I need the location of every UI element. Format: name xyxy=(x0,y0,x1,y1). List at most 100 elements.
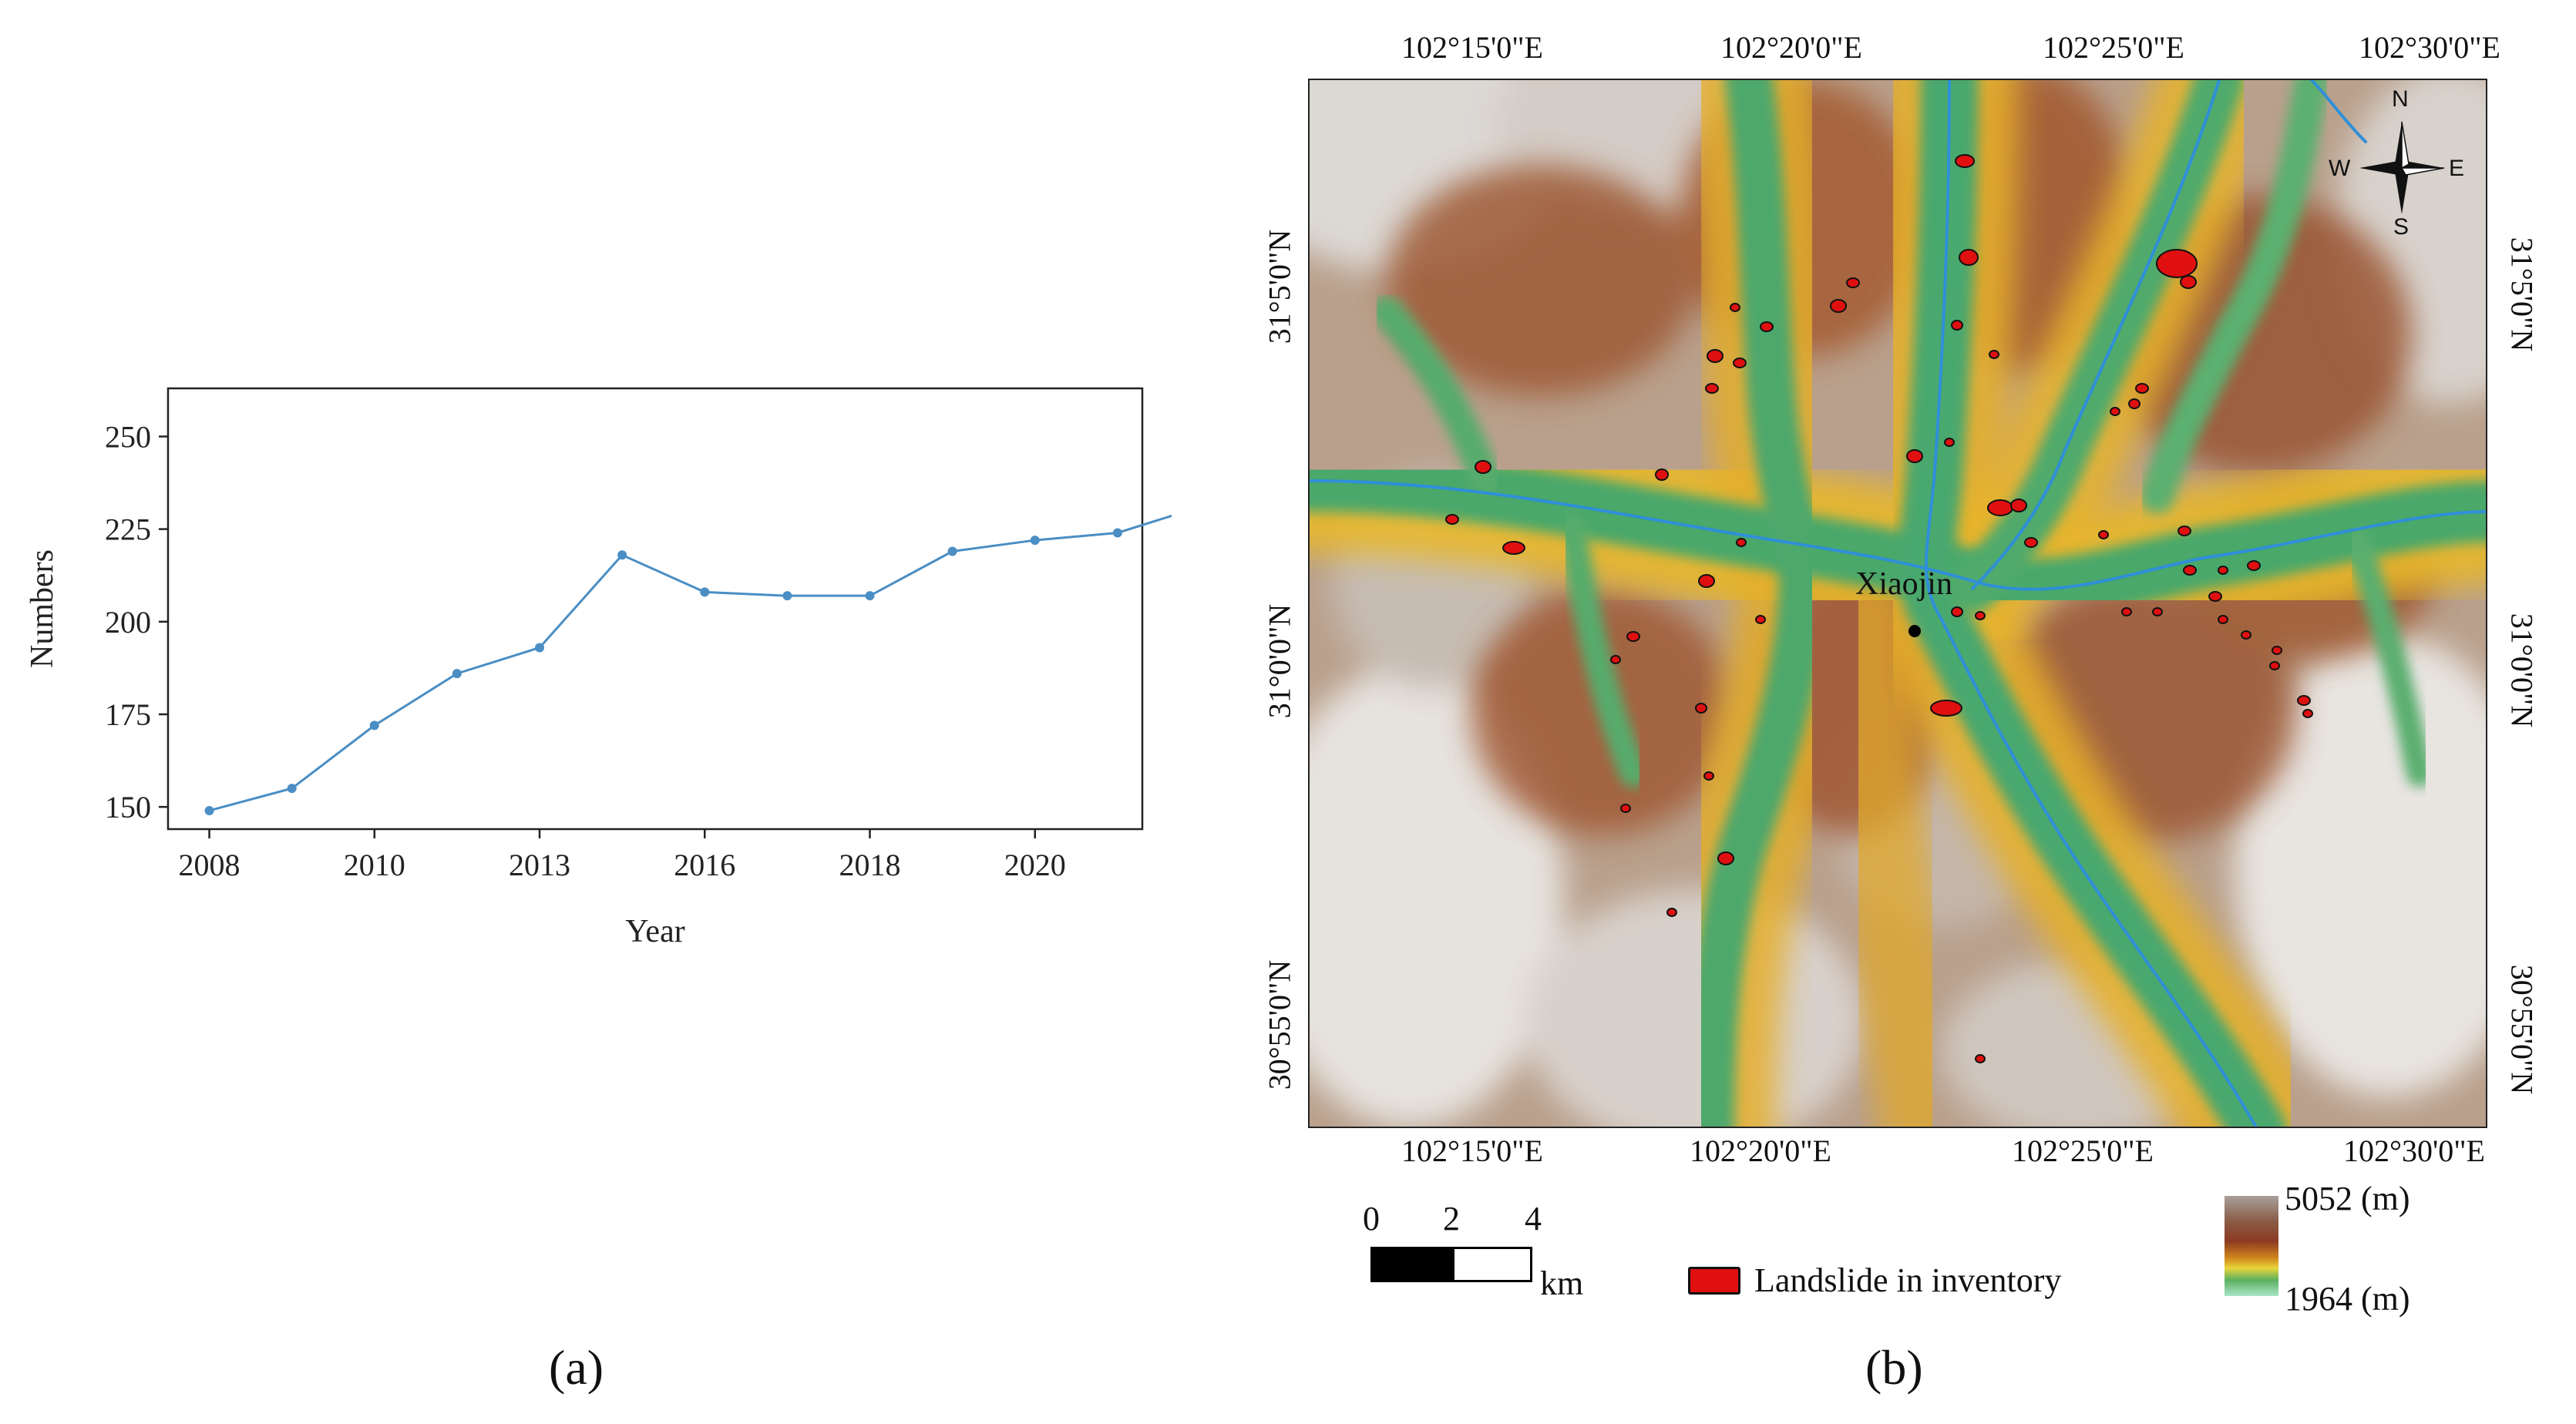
plot-frame xyxy=(166,387,1144,831)
landslide-polygon xyxy=(2183,565,2197,576)
landslide-polygon xyxy=(2241,630,2251,640)
top-longitude-label: 102°30'0"E xyxy=(2359,30,2500,65)
landslide-polygon xyxy=(1951,606,1963,617)
x-tick-label: 2018 xyxy=(839,848,901,882)
y-tick-label: 250 xyxy=(105,419,151,454)
y-tick-label: 175 xyxy=(105,697,151,732)
landslide-polygon xyxy=(1955,154,1975,168)
bottom-longitude-label: 102°30'0"E xyxy=(2343,1133,2485,1168)
landslide-polygon xyxy=(2152,607,2163,616)
landslide-polygon xyxy=(1951,320,1963,331)
landslide-polygon xyxy=(2128,398,2141,409)
landslide-polygon xyxy=(2302,709,2313,718)
data-point xyxy=(204,805,214,815)
landslide-polygon xyxy=(1736,538,1747,547)
bottom-longitude-label: 102°15'0"E xyxy=(1401,1133,1543,1168)
data-point xyxy=(865,591,875,601)
panel-label-a: (a) xyxy=(549,1340,604,1395)
compass-west: W xyxy=(2329,156,2351,181)
landslide-polygon xyxy=(1975,611,1986,620)
landslide-polygon xyxy=(1906,449,1923,463)
landslide-polygon xyxy=(1717,851,1734,865)
landslide-polygon xyxy=(1666,908,1677,917)
landslide-polygon xyxy=(2110,407,2120,416)
landslide-polygon xyxy=(2177,526,2191,536)
scale-tick-2: 2 xyxy=(1443,1200,1460,1238)
series-points xyxy=(204,528,1122,815)
landslide-polygon xyxy=(1830,299,1847,313)
compass: N S W E xyxy=(2329,86,2464,240)
scale-unit: km xyxy=(1540,1264,1584,1302)
landslide-polygon xyxy=(2024,537,2038,548)
landslide-polygon xyxy=(1930,700,1962,717)
landslide-polygon xyxy=(1975,1054,1986,1063)
elevation-map-canvas xyxy=(1310,80,2486,1127)
left-latitude-label: 31°0'0"N xyxy=(1262,603,1297,719)
landslide-polygon xyxy=(1846,277,1860,288)
x-tick-label: 2013 xyxy=(509,848,570,882)
landslide-polygon xyxy=(2010,499,2027,512)
landslide-polygon xyxy=(2121,607,2132,616)
landslide-polygon xyxy=(1502,541,1525,555)
x-axis: 2008 2010 2013 2016 2018 2020 xyxy=(179,829,1066,882)
compass-south: S xyxy=(2393,214,2410,240)
landslide-polygon xyxy=(1989,350,1999,359)
landslide-polygon xyxy=(2247,560,2261,571)
left-latitude-label: 31°5'0"N xyxy=(1262,229,1297,344)
compass-north: N xyxy=(2392,86,2409,112)
landslide-polygons xyxy=(1445,154,2313,1063)
y-tick-label: 200 xyxy=(105,605,151,640)
landslide-polygon xyxy=(1755,615,1766,624)
landslide-polygon xyxy=(1959,249,1979,266)
data-point xyxy=(700,587,710,597)
elevation-min-label: 1964 (m) xyxy=(2285,1280,2410,1318)
data-point xyxy=(782,591,792,601)
landslide-polygon xyxy=(1475,460,1491,474)
scale-bar: 0 2 4 xyxy=(1357,1199,1588,1291)
data-point xyxy=(1112,528,1122,538)
scale-tick-4: 4 xyxy=(1525,1200,1542,1238)
left-latitude-label: 30°55'0"N xyxy=(1262,959,1297,1090)
x-tick-label: 2020 xyxy=(1004,848,1066,882)
y-tick-label: 225 xyxy=(105,512,151,547)
landslide-polygon xyxy=(1626,631,1640,642)
bottom-longitude-label: 102°20'0"E xyxy=(1690,1133,1831,1168)
elevation-color-ramp xyxy=(2225,1196,2278,1296)
landslide-polygon xyxy=(1620,804,1631,813)
landslide-polygon xyxy=(2218,615,2228,624)
landslide-polygon xyxy=(2135,383,2149,394)
x-tick-label: 2010 xyxy=(344,848,405,882)
top-longitude-label: 102°25'0"E xyxy=(2043,30,2184,65)
y-axis-title: Numbers xyxy=(25,549,60,668)
compass-east: E xyxy=(2449,156,2465,181)
data-point xyxy=(617,550,627,560)
landslide-polygon xyxy=(2272,646,2282,655)
right-latitude-label: 31°0'0"N xyxy=(2504,613,2540,728)
scale-bar-black xyxy=(1370,1247,1452,1282)
landslide-polygon xyxy=(1987,499,2013,516)
landslide-polygon xyxy=(1698,574,1715,588)
top-longitude-label: 102°20'0"E xyxy=(1720,30,1862,65)
landslide-polygon xyxy=(1445,514,1459,525)
landslide-polygon xyxy=(1655,469,1669,481)
right-latitude-label: 31°5'0"N xyxy=(2504,237,2540,352)
landslide-legend-swatch xyxy=(1688,1267,1740,1295)
landslide-polygon xyxy=(1707,349,1723,363)
elevation-map: Xiaojin N S W E xyxy=(1308,79,2487,1128)
data-point xyxy=(369,720,379,730)
landslide-legend-label: Landslide in inventory xyxy=(1754,1261,2062,1299)
data-point xyxy=(1030,536,1040,546)
place-label-xiaojin: Xiaojin xyxy=(1855,566,1952,602)
bottom-longitude-label: 102°25'0"E xyxy=(2012,1133,2154,1168)
landslide-polygon xyxy=(2180,275,2197,289)
landslide-polygon xyxy=(2208,591,2222,602)
scale-bar-white xyxy=(1452,1247,1532,1282)
rivers xyxy=(1310,80,2486,1127)
panel-label-b: (b) xyxy=(1865,1340,1923,1395)
landslide-polygon xyxy=(1944,438,1955,447)
town-marker xyxy=(1908,625,1921,637)
compass-rose-icon xyxy=(2359,121,2445,214)
landslide-polygon xyxy=(2297,695,2311,706)
landslide-polygon xyxy=(1733,358,1747,368)
y-tick-label: 150 xyxy=(105,790,151,825)
